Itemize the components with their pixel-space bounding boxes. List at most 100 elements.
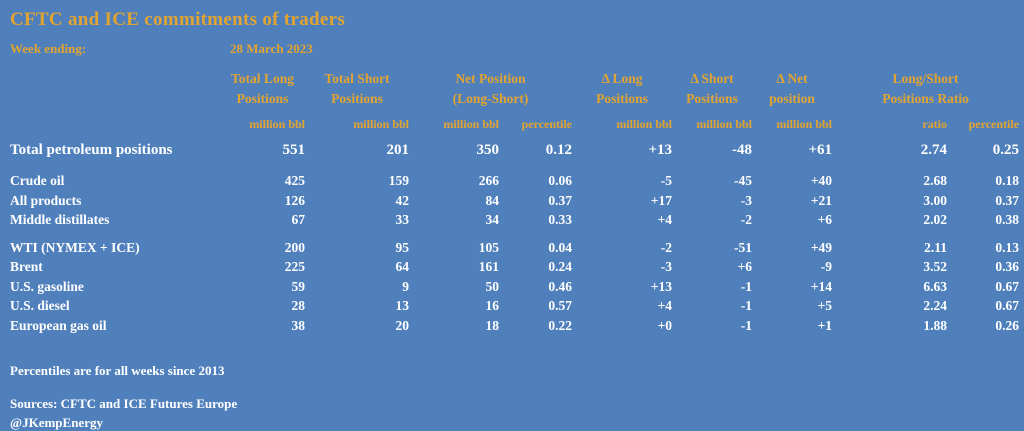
unit-label: million bbl (776, 117, 833, 132)
cell-value: 0.24 (548, 259, 573, 275)
cell-value: 95 (395, 239, 410, 255)
cell-value: 13 (395, 298, 410, 314)
cell-value: 2.68 (923, 173, 948, 189)
unit-label: million bbl (353, 117, 409, 132)
cell-value: 2.02 (923, 212, 948, 228)
unit-label: million bbl (616, 117, 673, 132)
cell-value: +1 (817, 318, 833, 333)
col-group-delta-net: Δ Net position (769, 71, 815, 106)
col-group-total-long: Total Long Positions (231, 71, 294, 106)
page-title: CFTC and ICE commitments of traders (10, 9, 346, 30)
cell-value: 59 (291, 278, 306, 294)
cell-value: -3 (660, 259, 673, 275)
cell-value: +6 (817, 212, 833, 228)
cell-value: +4 (657, 212, 673, 228)
cell-value: 126 (284, 192, 305, 208)
cell-value: 18 (485, 318, 500, 333)
table-row: European gas oil 38 20 18 0.22 +0 -1 +1 1.88 0.26 (10, 317, 1019, 337)
cell-value: -5 (660, 173, 673, 189)
cell-value: 0.06 (548, 173, 573, 189)
col-group-total-short: Total Short Positions (324, 71, 390, 106)
cell-value: 159 (388, 173, 409, 189)
table-row: U.S. gasoline 59 9 50 0.46 +13 -1 +14 6.63 0.67 (10, 277, 1019, 297)
table-row: U.S. diesel 28 13 16 0.57 +4 -1 +5 2.24 0.67 (10, 297, 1019, 317)
cell-value: 42 (395, 192, 410, 208)
cell-value: -2 (740, 212, 753, 228)
cell-value: +14 (810, 278, 833, 294)
cell-value: -3 (740, 192, 753, 208)
cell-value: +5 (817, 298, 833, 314)
cell-value: -1 (740, 278, 753, 294)
unit-label: million bbl (696, 117, 753, 132)
cell-value: 0.33 (548, 212, 573, 228)
row-label: European gas oil (10, 318, 107, 333)
cell-value: 551 (282, 142, 306, 159)
cell-value: +13 (648, 142, 673, 159)
commitments-table: Total Long Positions Total Short Positio… (10, 69, 1019, 336)
cell-value: 2.74 (920, 142, 948, 159)
table-row: Brent 225 64 161 0.24 -3 +6 -9 3.52 0.36 (10, 258, 1019, 278)
cell-value: 161 (478, 259, 499, 275)
units-row: million bbl million bbl million bbl perc… (10, 110, 1019, 134)
table-row: Middle distillates 67 33 34 0.33 +4 -2 +6 2.02 0.… (10, 211, 1019, 231)
week-ending-label: Week ending: (10, 41, 87, 56)
cell-value: 0.36 (995, 259, 1020, 275)
week-ending-row: Week ending: 28 March 2023 (10, 41, 1024, 57)
cell-value: +21 (810, 192, 833, 208)
cell-value: 16 (485, 298, 500, 314)
row-label: Crude oil (10, 173, 65, 189)
cell-value: 266 (478, 173, 499, 189)
table-row: All products 126 42 84 0.37 +17 -3 +21 3.00 0.37 (10, 191, 1019, 211)
cell-value: -45 (734, 173, 753, 189)
cell-value: 3.52 (923, 259, 948, 275)
cell-value: 0.37 (995, 192, 1020, 208)
col-group-long-short-ratio: Long/Short Positions Ratio (882, 71, 969, 106)
cell-value: 0.22 (548, 318, 573, 333)
cell-value: +61 (808, 142, 833, 159)
unit-label: ratio (922, 117, 948, 132)
week-ending-value: 28 March 2023 (230, 41, 313, 56)
row-label: Total petroleum positions (10, 142, 173, 159)
unit-label: million bbl (249, 117, 305, 132)
cell-value: -2 (660, 239, 673, 255)
cell-value: 33 (395, 212, 410, 228)
row-label: U.S. gasoline (10, 278, 84, 294)
header-spacer (10, 69, 220, 110)
row-label: U.S. diesel (10, 298, 70, 314)
cell-value: 64 (395, 259, 410, 275)
cell-value: 38 (291, 318, 306, 333)
cell-value: 0.12 (545, 142, 573, 159)
unit-label: million bbl (443, 117, 499, 132)
row-label: Middle distillates (10, 212, 110, 228)
cell-value: 28 (291, 298, 306, 314)
sources-line: Sources: CFTC and ICE Futures Europe (10, 396, 238, 412)
cell-value: 0.26 (995, 318, 1020, 333)
cell-value: 0.46 (548, 278, 573, 294)
cell-value: +6 (737, 259, 753, 275)
table-row: WTI (NYMEX + ICE) 200 95 105 0.04 -2 -51 +49 2.1… (10, 231, 1019, 258)
cell-value: -1 (740, 298, 753, 314)
cell-value: 67 (291, 212, 306, 228)
cell-value: 225 (284, 259, 305, 275)
group-header-row: Total Long Positions Total Short Positio… (10, 69, 1019, 110)
row-label: Brent (10, 259, 43, 275)
col-group-delta-short: Δ Short Positions (686, 71, 738, 106)
cell-value: 6.63 (923, 278, 948, 294)
cell-value: 0.25 (992, 142, 1020, 159)
cell-value: 425 (284, 173, 305, 189)
cell-value: 0.57 (548, 298, 573, 314)
col-group-delta-long: Δ Long Positions (596, 71, 648, 106)
cell-value: 34 (485, 212, 500, 228)
cell-value: 0.13 (995, 239, 1020, 255)
cell-value: 0.67 (995, 278, 1020, 294)
unit-label: percentile (521, 117, 573, 132)
cell-value: 9 (402, 278, 409, 294)
cell-value: -1 (740, 318, 753, 333)
cell-value: 2.11 (924, 239, 948, 255)
cell-value: -9 (820, 259, 833, 275)
cell-value: 0.38 (995, 212, 1020, 228)
cell-value: -51 (734, 239, 753, 255)
col-group-net-position: Net Position (Long-Short) (452, 71, 529, 106)
unit-label: percentile (968, 117, 1020, 132)
